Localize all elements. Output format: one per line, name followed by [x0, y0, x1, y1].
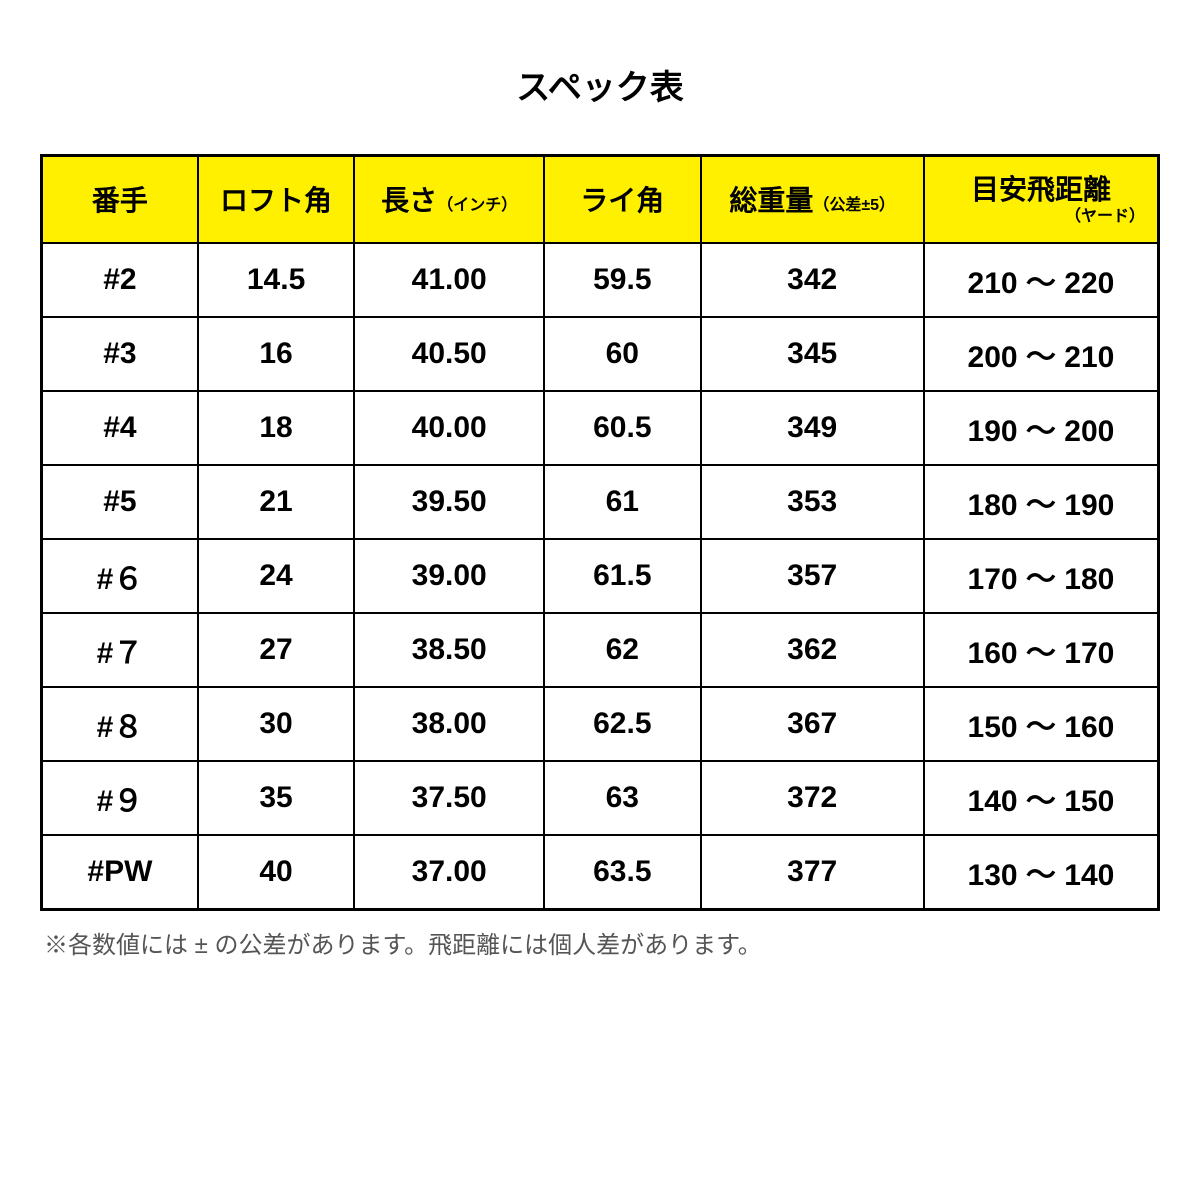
cell-loft: 24	[198, 539, 354, 613]
cell-weight: 349	[701, 391, 924, 465]
page-title: スペック表	[40, 60, 1160, 109]
table-row: #31640.5060345200 ～ 210	[42, 317, 1159, 391]
table-row: #９3537.5063372140 ～ 150	[42, 761, 1159, 835]
cell-loft: 16	[198, 317, 354, 391]
table-row: #PW4037.0063.5377130 ～ 140	[42, 835, 1159, 910]
cell-length: 40.50	[354, 317, 544, 391]
cell-length: 40.00	[354, 391, 544, 465]
header-weight-main: 総重量	[729, 185, 813, 216]
header-number: 番手	[42, 156, 198, 243]
cell-distance: 140 ～ 150	[924, 761, 1159, 835]
cell-weight: 372	[701, 761, 924, 835]
cell-lie: 63	[544, 761, 700, 835]
cell-lie: 62	[544, 613, 700, 687]
cell-lie: 59.5	[544, 243, 700, 317]
table-row: #６2439.0061.5357170 ～ 180	[42, 539, 1159, 613]
cell-lie: 60	[544, 317, 700, 391]
cell-distance: 180 ～ 190	[924, 465, 1159, 539]
cell-number: #８	[42, 687, 198, 761]
cell-number: #７	[42, 613, 198, 687]
cell-number: #4	[42, 391, 198, 465]
cell-weight: 367	[701, 687, 924, 761]
cell-number: #９	[42, 761, 198, 835]
cell-number: #3	[42, 317, 198, 391]
cell-loft: 40	[198, 835, 354, 910]
cell-distance: 170 ～ 180	[924, 539, 1159, 613]
header-loft: ロフト角	[198, 156, 354, 243]
table-header: 番手 ロフト角 長さ（インチ） ライ角 総重量（公差±5） 目安飛距離 （ヤード…	[42, 156, 1159, 243]
table-row: #41840.0060.5349190 ～ 200	[42, 391, 1159, 465]
header-length: 長さ（インチ）	[354, 156, 544, 243]
cell-number: #PW	[42, 835, 198, 910]
cell-weight: 342	[701, 243, 924, 317]
cell-distance: 150 ～ 160	[924, 687, 1159, 761]
cell-length: 38.50	[354, 613, 544, 687]
header-distance: 目安飛距離 （ヤード）	[924, 156, 1159, 243]
cell-loft: 14.5	[198, 243, 354, 317]
cell-weight: 357	[701, 539, 924, 613]
cell-loft: 30	[198, 687, 354, 761]
cell-length: 37.50	[354, 761, 544, 835]
cell-loft: 35	[198, 761, 354, 835]
cell-weight: 353	[701, 465, 924, 539]
cell-length: 39.00	[354, 539, 544, 613]
cell-lie: 61	[544, 465, 700, 539]
table-row: #８3038.0062.5367150 ～ 160	[42, 687, 1159, 761]
header-distance-sub: （ヤード）	[1065, 207, 1153, 226]
cell-number: #2	[42, 243, 198, 317]
cell-loft: 27	[198, 613, 354, 687]
cell-weight: 377	[701, 835, 924, 910]
header-row: 番手 ロフト角 長さ（インチ） ライ角 総重量（公差±5） 目安飛距離 （ヤード…	[42, 156, 1159, 243]
spec-table: 番手 ロフト角 長さ（インチ） ライ角 総重量（公差±5） 目安飛距離 （ヤード…	[40, 154, 1160, 911]
header-weight-sub: （公差±5）	[813, 197, 895, 214]
cell-distance: 210 ～ 220	[924, 243, 1159, 317]
header-length-main: 長さ	[381, 185, 437, 216]
table-body: #214.541.0059.5342210 ～ 220#31640.506034…	[42, 243, 1159, 910]
cell-weight: 345	[701, 317, 924, 391]
cell-loft: 18	[198, 391, 354, 465]
cell-length: 41.00	[354, 243, 544, 317]
header-length-sub: （インチ）	[437, 197, 517, 214]
header-lie: ライ角	[544, 156, 700, 243]
cell-lie: 61.5	[544, 539, 700, 613]
cell-length: 38.00	[354, 687, 544, 761]
table-row: #７2738.5062362160 ～ 170	[42, 613, 1159, 687]
cell-lie: 62.5	[544, 687, 700, 761]
cell-loft: 21	[198, 465, 354, 539]
cell-distance: 190 ～ 200	[924, 391, 1159, 465]
cell-length: 37.00	[354, 835, 544, 910]
header-distance-main: 目安飛距離	[971, 173, 1111, 207]
cell-length: 39.50	[354, 465, 544, 539]
footnote: ※各数値には ± の公差があります。飛距離には個人差があります。	[40, 925, 1160, 960]
cell-lie: 63.5	[544, 835, 700, 910]
cell-lie: 60.5	[544, 391, 700, 465]
cell-number: #5	[42, 465, 198, 539]
cell-distance: 200 ～ 210	[924, 317, 1159, 391]
header-weight: 総重量（公差±5）	[701, 156, 924, 243]
cell-number: #６	[42, 539, 198, 613]
cell-distance: 130 ～ 140	[924, 835, 1159, 910]
table-row: #214.541.0059.5342210 ～ 220	[42, 243, 1159, 317]
cell-distance: 160 ～ 170	[924, 613, 1159, 687]
table-row: #52139.5061353180 ～ 190	[42, 465, 1159, 539]
cell-weight: 362	[701, 613, 924, 687]
